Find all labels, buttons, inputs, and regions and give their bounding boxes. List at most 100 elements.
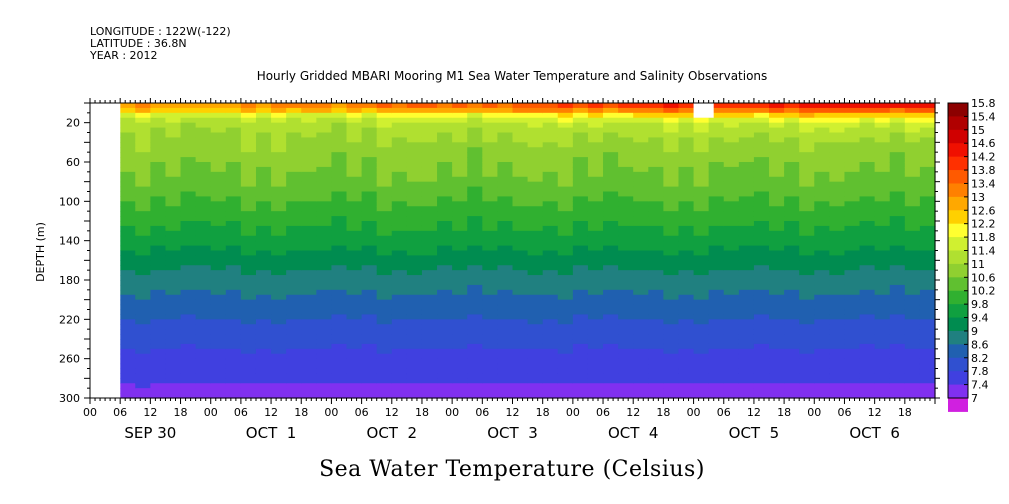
y-tick-label: 60: [66, 156, 80, 169]
heatmap-cell: [482, 181, 499, 188]
heatmap-cell: [255, 112, 272, 119]
heatmap-cell: [316, 289, 333, 296]
heatmap-cell: [376, 137, 393, 143]
heatmap-cell: [210, 225, 227, 232]
heatmap-cell: [210, 393, 227, 399]
heatmap-cell: [678, 343, 695, 350]
heatmap-cell: [482, 137, 499, 143]
heatmap-cell: [603, 117, 619, 124]
heatmap-cell: [452, 255, 468, 261]
heatmap-cell: [512, 284, 529, 291]
heatmap-cell: [286, 240, 302, 247]
heatmap-cell: [331, 334, 348, 340]
heatmap-cell: [240, 117, 257, 124]
heatmap-cell: [678, 147, 695, 153]
heatmap-cell: [874, 112, 891, 119]
heatmap-cell: [180, 368, 197, 375]
heatmap-cell: [753, 201, 770, 207]
heatmap-cell: [482, 245, 499, 252]
heatmap-cell: [889, 280, 906, 286]
heatmap-cell: [376, 250, 393, 257]
heatmap-cell: [271, 280, 287, 286]
heatmap-cell: [542, 388, 559, 394]
heatmap-cell: [195, 275, 212, 281]
heatmap-cell: [919, 270, 936, 276]
heatmap-cell: [210, 112, 227, 119]
heatmap-cell: [814, 122, 830, 129]
heatmap-cell: [919, 304, 936, 311]
heatmap-cell: [919, 103, 936, 109]
heatmap-cell: [557, 235, 574, 242]
heatmap-cell: [346, 309, 363, 316]
heatmap-cell: [618, 230, 634, 237]
heatmap-cell: [738, 221, 755, 227]
heatmap-cell: [316, 240, 333, 247]
heatmap-cell: [180, 363, 197, 370]
heatmap-cell: [346, 284, 363, 291]
heatmap-cell: [150, 171, 167, 178]
heatmap-cell: [829, 309, 846, 316]
heatmap-cell: [135, 225, 151, 232]
heatmap-cell: [316, 216, 333, 222]
heatmap-cell: [829, 245, 846, 252]
heatmap-cell: [829, 186, 846, 193]
heatmap-cell: [467, 348, 483, 355]
heatmap-cell: [738, 309, 755, 316]
heatmap-cell: [874, 176, 891, 183]
heatmap-cell: [406, 309, 423, 316]
heatmap-cell: [240, 275, 257, 281]
heatmap-cell: [406, 162, 423, 168]
heatmap-cell: [693, 142, 710, 148]
heatmap-cell: [331, 280, 348, 286]
heatmap-cell: [376, 112, 393, 119]
heatmap-cell: [708, 201, 725, 207]
heatmap-cell: [361, 363, 378, 370]
heatmap-cell: [814, 152, 830, 158]
heatmap-cell: [708, 329, 725, 335]
heatmap-cell: [542, 343, 559, 350]
heatmap-cell: [361, 378, 378, 384]
heatmap-cell: [633, 216, 649, 222]
heatmap-cell: [723, 383, 740, 389]
heatmap-cell: [286, 112, 302, 119]
heatmap-cell: [271, 334, 287, 340]
heatmap-cell: [663, 166, 680, 173]
heatmap-cell: [210, 117, 227, 124]
heatmap-cell: [376, 171, 393, 178]
heatmap-cell: [769, 132, 785, 139]
heatmap-cell: [316, 294, 333, 301]
heatmap-cell: [527, 176, 544, 183]
heatmap-cell: [829, 393, 846, 399]
heatmap-cell: [769, 152, 785, 158]
heatmap-cell: [497, 171, 514, 178]
heatmap-cell: [874, 299, 891, 306]
heatmap-cell: [557, 240, 574, 247]
heatmap-cell: [271, 378, 287, 384]
heatmap-cell: [135, 103, 151, 109]
heatmap-cell: [904, 324, 921, 330]
heatmap-cell: [225, 314, 242, 320]
heatmap-cell: [346, 186, 363, 193]
heatmap-cell: [225, 221, 242, 227]
heatmap-cell: [738, 250, 755, 257]
heatmap-cell: [844, 221, 861, 227]
heatmap-cell: [889, 314, 906, 320]
heatmap-cell: [708, 127, 725, 134]
heatmap-cell: [482, 171, 499, 178]
heatmap-cell: [512, 122, 529, 129]
heatmap-cell: [527, 363, 544, 370]
heatmap-cell: [406, 206, 423, 212]
heatmap-cell: [512, 339, 529, 345]
heatmap-cell: [708, 216, 725, 222]
heatmap-cell: [482, 363, 499, 370]
heatmap-cell: [240, 122, 257, 129]
heatmap-cell: [814, 235, 830, 242]
heatmap-cell: [180, 304, 197, 311]
heatmap-cell: [874, 260, 891, 266]
heatmap-cell: [210, 388, 227, 394]
heatmap-cell: [271, 162, 287, 168]
heatmap-cell: [618, 299, 634, 306]
heatmap-cell: [919, 186, 936, 193]
heatmap-cell: [663, 324, 680, 330]
heatmap-cell: [361, 348, 378, 355]
